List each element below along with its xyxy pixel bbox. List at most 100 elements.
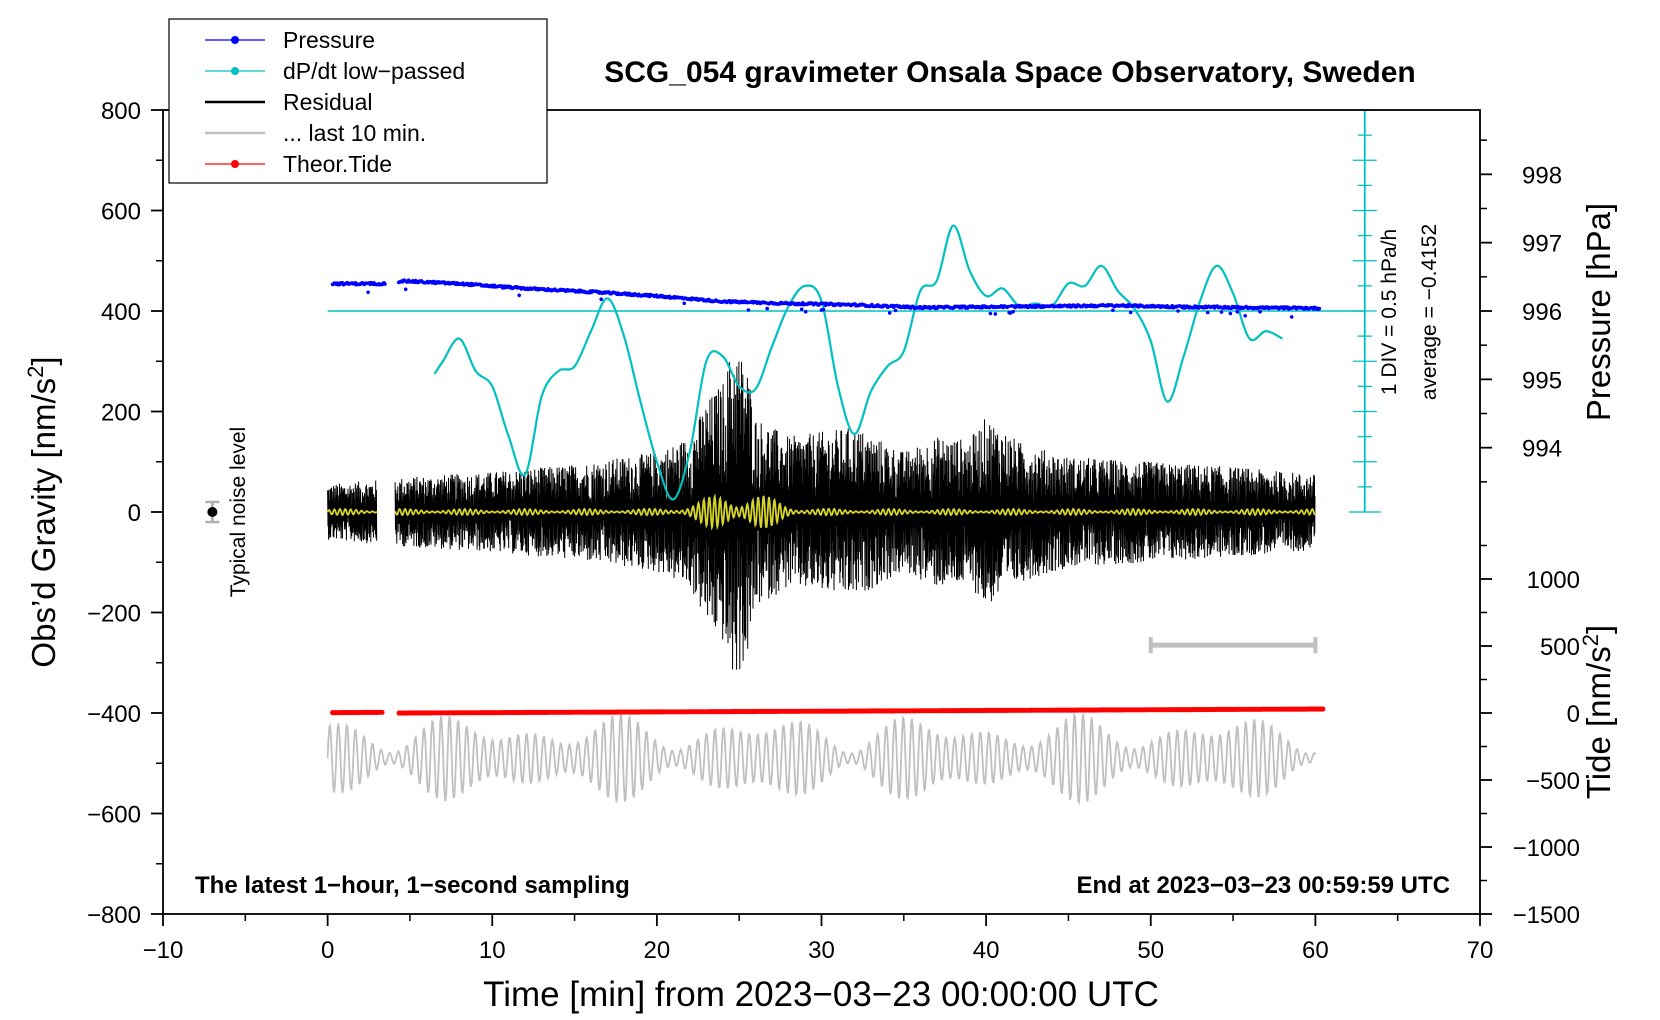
y-axis-label-left-close: ] — [25, 356, 62, 365]
pressure-point — [383, 282, 387, 286]
y-tick-label-tide: −1000 — [1513, 835, 1580, 862]
chart-title: SCG_054 gravimeter Onsala Space Observat… — [604, 56, 1416, 89]
x-tick-label: 70 — [1467, 937, 1494, 964]
residual-series-line — [327, 361, 1316, 670]
y-tick-label-pressure: 998 — [1522, 162, 1562, 189]
lowpass-series-line — [326, 493, 1316, 531]
pressure-point — [1006, 304, 1010, 309]
legend-label: dP/dt low−passed — [283, 58, 465, 84]
y-tick-label-left: 800 — [101, 98, 141, 125]
y-tick-label-left: 600 — [101, 199, 141, 226]
pressure-point — [1258, 309, 1262, 314]
x-axis-label: Time [min] from 2023−03−23 00:00:00 UTC — [483, 975, 1159, 1014]
legend-label: Theor.Tide — [283, 151, 392, 177]
pressure-point — [765, 306, 769, 311]
legend-label: Pressure — [283, 27, 375, 53]
x-tick-label: 50 — [1137, 937, 1164, 964]
y-axis-label-tide: Tide [nm/s2] — [1578, 625, 1617, 799]
y-tick-label-left: 0 — [128, 500, 141, 527]
dpdt-scale-label-2: average = −0.4152 — [1418, 224, 1441, 400]
pressure-point — [1219, 310, 1224, 314]
noise-marker-point — [207, 507, 218, 517]
pressure-point — [746, 308, 751, 312]
pressure-point — [1128, 310, 1133, 315]
x-tick-label: 10 — [479, 937, 506, 964]
legend-swatch-dot — [231, 67, 239, 75]
y-axis-label-tide-sup: 2 — [1578, 634, 1603, 646]
legend: Pressure dP/dt low−passed Residual ... last… — [168, 18, 548, 184]
y-tick-label-pressure: 995 — [1522, 367, 1562, 394]
legend-entries: Pressure dP/dt low−passed Residual ... last… — [205, 27, 465, 177]
legend-label: ... last 10 min. — [283, 120, 426, 146]
y-tick-label-left: −600 — [87, 802, 141, 829]
x-tick-label: 40 — [973, 937, 1000, 964]
pressure-point — [682, 301, 686, 306]
y-axis-label-left-sup: 2 — [23, 366, 48, 378]
legend-entry: ... last 10 min. — [205, 120, 426, 146]
pressure-point — [366, 290, 370, 295]
y-tick-label-tide: −500 — [1526, 768, 1580, 795]
y-axis-label-pressure: Pressure [hPa] — [1580, 203, 1617, 421]
y-tick-label-left: −800 — [87, 902, 141, 929]
pressure-point — [1243, 314, 1247, 318]
y-axis-label-left: Obs’d Gravity [nm/s2] — [23, 356, 62, 667]
pressure-point — [1011, 309, 1015, 314]
legend-entry: Pressure — [205, 27, 375, 53]
legend-swatch-dot — [231, 36, 239, 44]
y-tick-label-left: 200 — [101, 400, 141, 427]
y-axis-label-left-main: Obs’d Gravity [nm/s — [25, 378, 62, 668]
pressure-point — [517, 293, 521, 298]
tide-point — [379, 709, 385, 715]
y-tick-label-left: 400 — [101, 299, 141, 326]
pressure-series — [330, 278, 1322, 319]
pressure-point — [887, 311, 892, 315]
legend-entry: Theor.Tide — [205, 151, 392, 177]
legend-swatch-dot — [231, 160, 239, 168]
x-tick-label: −10 — [143, 937, 184, 964]
x-tick-label: 0 — [321, 937, 334, 964]
dpdt-series-line — [433, 224, 1283, 501]
legend-entry: dP/dt low−passed — [205, 58, 465, 84]
pressure-point — [599, 297, 603, 302]
tide-series — [330, 706, 1326, 716]
annotation-right: End at 2023−03−23 00:59:59 UTC — [1076, 872, 1450, 899]
legend-label: Residual — [283, 89, 373, 115]
tide-point — [1320, 706, 1326, 712]
pressure-point — [799, 307, 804, 312]
y-tick-label-left: −400 — [87, 701, 141, 728]
noise-level-label: Typical noise level — [227, 427, 250, 597]
axes-layer: −10 0 10 20 30 40 50 60 70 800 600 400 200 0 −200 −400 −… — [87, 98, 1580, 964]
legend-entry: Residual — [205, 89, 373, 115]
pressure-point — [1176, 309, 1180, 313]
last10-series-line — [326, 712, 1317, 806]
pressure-point — [1205, 310, 1210, 315]
y-tick-label-tide: −1500 — [1513, 902, 1580, 929]
y-axis-label-tide-main: Tide [nm/s — [1580, 646, 1617, 799]
series-layer — [205, 109, 1381, 806]
x-tick-label: 30 — [808, 937, 835, 964]
x-tick-label: 60 — [1302, 937, 1329, 964]
pressure-point — [821, 307, 826, 312]
y-tick-label-pressure: 994 — [1522, 436, 1562, 463]
pressure-point — [1289, 315, 1294, 319]
y-tick-label-tide: 0 — [1567, 701, 1580, 728]
pressure-point — [1228, 311, 1233, 316]
y-tick-label-tide: 1000 — [1527, 567, 1580, 594]
pressure-point — [1008, 311, 1012, 315]
pressure-point — [993, 312, 998, 316]
pressure-point — [893, 308, 898, 313]
x-tick-label: 20 — [644, 937, 671, 964]
dpdt-scale-label-1: 1 DIV = 0.5 hPa/h — [1378, 229, 1401, 395]
y-tick-label-pressure: 997 — [1522, 231, 1562, 258]
pressure-point — [403, 287, 408, 292]
annotation-left: The latest 1−hour, 1−second sampling — [195, 872, 630, 899]
pressure-point — [988, 311, 993, 316]
pressure-point — [803, 309, 808, 314]
pressure-point — [1111, 308, 1115, 313]
y-tick-label-tide: 500 — [1540, 634, 1580, 661]
y-tick-label-pressure: 996 — [1522, 299, 1562, 326]
pressure-point — [1235, 310, 1240, 314]
y-tick-label-left: −200 — [87, 601, 141, 628]
pressure-point — [1317, 306, 1322, 311]
